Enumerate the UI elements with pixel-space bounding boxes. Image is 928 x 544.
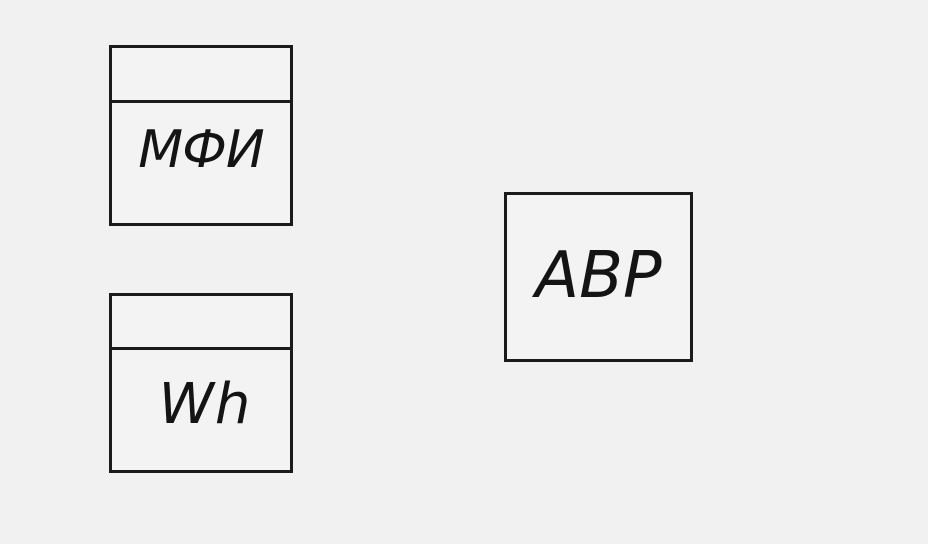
mfi-meter-symbol: МФИ (109, 45, 293, 226)
avr-unit-symbol: АВР (504, 192, 693, 362)
wh-meter-symbol: Wh (109, 293, 293, 473)
avr-symbol-label: АВР (535, 239, 662, 313)
wh-symbol-header (112, 296, 290, 350)
mfi-symbol-header (112, 48, 290, 103)
wh-symbol-label: Wh (158, 372, 252, 437)
mfi-symbol-label: МФИ (138, 120, 265, 180)
